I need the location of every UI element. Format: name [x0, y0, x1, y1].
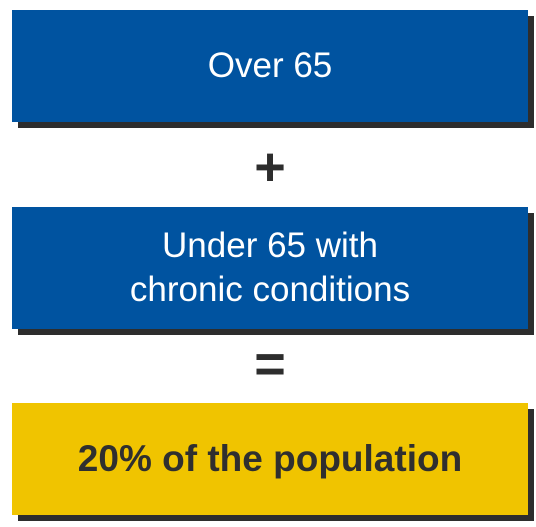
equals-operator: =: [254, 334, 286, 394]
over-65-label: Over 65: [207, 46, 333, 85]
under-65-chronic-label: Under 65 with chronic conditions: [130, 224, 410, 312]
under-65-label-line2: chronic conditions: [129, 270, 411, 309]
result-box: 20% of the population: [12, 403, 528, 515]
under-65-chronic-box: Under 65 with chronic conditions: [12, 207, 528, 329]
plus-operator: +: [254, 137, 286, 197]
result-label: 20% of the population: [77, 438, 463, 479]
over-65-box: Over 65: [12, 10, 528, 122]
under-65-label-line1: Under 65 with: [162, 226, 378, 265]
